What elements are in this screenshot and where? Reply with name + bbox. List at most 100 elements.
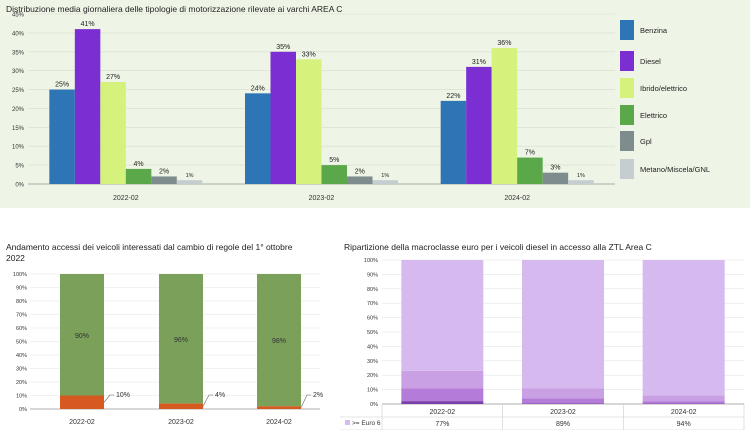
data-label: 2% <box>313 392 323 399</box>
legend-item-ibrido: Ibrido/elettrico <box>620 78 745 98</box>
data-label: 98% <box>272 338 286 345</box>
y-tick-label: 100% <box>13 272 27 278</box>
y-tick-label: 40% <box>16 353 27 359</box>
y-tick-label: 10% <box>367 388 378 394</box>
leader-line <box>103 394 114 403</box>
legend-item-elettrico: Elettrico <box>620 105 745 125</box>
bar-metano-miscela-gnl <box>372 180 398 184</box>
bar-diesel <box>74 29 101 184</box>
bar-ibrido-elettrico <box>491 48 518 184</box>
y-tick-label: 70% <box>367 301 378 307</box>
bar-metano-miscela-gnl <box>568 180 594 184</box>
data-label: 1% <box>381 173 389 179</box>
y-tick-label: 30% <box>16 367 27 373</box>
data-label: 4% <box>215 392 225 399</box>
y-tick-label: 50% <box>367 330 378 336</box>
legend-label: Gpl <box>640 137 652 146</box>
table-legend-swatch <box>345 420 350 425</box>
x-tick-label: 2022-02 <box>113 195 139 202</box>
y-tick-label: 90% <box>16 286 27 292</box>
euro-class-chart-panel: Ripartizione della macroclasse euro per … <box>336 232 750 430</box>
table-value: 94% <box>677 421 691 428</box>
x-tick-label: 2023-02 <box>550 409 576 416</box>
bar-ibrido-elettrico <box>100 82 126 184</box>
x-tick-label: 2022-02 <box>429 409 455 416</box>
bar-segment-other <box>159 274 203 404</box>
x-tick-label: 2023-02 <box>168 419 194 426</box>
bar-segment <box>522 260 604 389</box>
legend-label: Ibrido/elettrico <box>640 84 688 93</box>
legend-item-gpl: Gpl <box>620 131 745 151</box>
legend-label: Diesel <box>640 57 661 66</box>
y-tick-label: 100% <box>364 258 378 264</box>
bar-diesel <box>466 66 492 184</box>
bar-segment-other <box>257 274 301 407</box>
y-tick-label: 80% <box>367 287 378 293</box>
bar-benzina <box>245 93 271 184</box>
bar-segment <box>401 370 484 389</box>
legend-item-metano: Metano/Miscela/GNL <box>620 159 745 179</box>
data-label: 3% <box>550 165 560 172</box>
y-tick-label: 0% <box>15 183 24 189</box>
table-value: 77% <box>435 421 449 428</box>
data-label: 27% <box>106 74 120 81</box>
y-tick-label: 5% <box>15 164 24 170</box>
engine-type-bar-chart: 0% 5% 10% 15% 20% 25% 30% 35% 40% 45% 25% 41% 27% 4% 2… <box>12 13 615 202</box>
bar-ibrido-elettrico <box>296 59 322 185</box>
data-label: 90% <box>75 333 89 340</box>
data-label: 7% <box>525 150 535 157</box>
y-tick-label: 90% <box>367 272 378 278</box>
rule-change-stacked-chart: 0% 10% 20% 30% 40% 50% 60% 70% 80% 90% 100% 90% 10% 2… <box>13 272 323 426</box>
data-label: 1% <box>186 173 194 179</box>
y-tick-label: 0% <box>370 402 378 408</box>
y-tick-label: 10% <box>16 394 27 400</box>
bar-benzina <box>440 100 467 184</box>
data-label: 31% <box>472 59 486 66</box>
table-value: 89% <box>556 421 570 428</box>
legend-item-benzina: Benzina <box>620 20 745 40</box>
legend-label: Metano/Miscela/GNL <box>640 165 711 174</box>
data-label: 5% <box>329 157 339 164</box>
bar-segment <box>401 388 484 402</box>
data-label: 2% <box>355 168 365 175</box>
bar-elettrico <box>517 157 543 184</box>
bar-gpl <box>542 172 569 184</box>
bar-segment <box>401 401 484 404</box>
euro-class-stacked-chart: 0% 10% 20% 30% 40% 50% 60% 70% 80% 90% 100% 2022-02… <box>340 258 745 430</box>
y-tick-label: 60% <box>16 326 27 332</box>
legend-swatch <box>620 51 634 71</box>
y-tick-label: 40% <box>12 31 25 37</box>
data-label: 10% <box>116 392 130 399</box>
legend-swatch <box>620 159 634 179</box>
legend-label: Benzina <box>640 26 668 35</box>
engine-type-chart-panel: Distribuzione media giornaliera delle ti… <box>0 0 750 208</box>
bar-elettrico <box>321 165 347 184</box>
data-label: 33% <box>302 51 316 58</box>
bar-diesel <box>270 51 296 185</box>
data-label: 2% <box>159 168 169 175</box>
legend-swatch <box>620 78 634 98</box>
legend-swatch <box>620 131 634 151</box>
y-tick-label: 45% <box>12 13 25 19</box>
bar-metano-miscela-gnl <box>176 180 203 184</box>
data-label: 22% <box>446 93 460 100</box>
data-label: 36% <box>497 40 511 47</box>
y-tick-label: 20% <box>12 107 25 113</box>
chart-title: Distribuzione media giornaliera delle ti… <box>6 4 343 14</box>
y-tick-label: 80% <box>16 299 27 305</box>
bar-segment <box>401 260 484 371</box>
bar-segment-other <box>60 274 104 396</box>
y-tick-label: 25% <box>12 88 25 94</box>
y-tick-label: 40% <box>367 344 378 350</box>
legend-item-diesel: Diesel <box>620 51 745 71</box>
data-label: 1% <box>577 173 585 179</box>
y-tick-label: 50% <box>16 340 27 346</box>
data-label: 25% <box>55 82 69 89</box>
x-tick-label: 2024-02 <box>671 409 697 416</box>
x-tick-label: 2024-02 <box>504 195 530 202</box>
bar-gpl <box>347 176 373 184</box>
bar-benzina <box>49 89 75 184</box>
y-tick-label: 30% <box>367 359 378 365</box>
table-series-label: >= Euro 6 <box>352 420 381 427</box>
x-tick-label: 2024-02 <box>266 419 292 426</box>
